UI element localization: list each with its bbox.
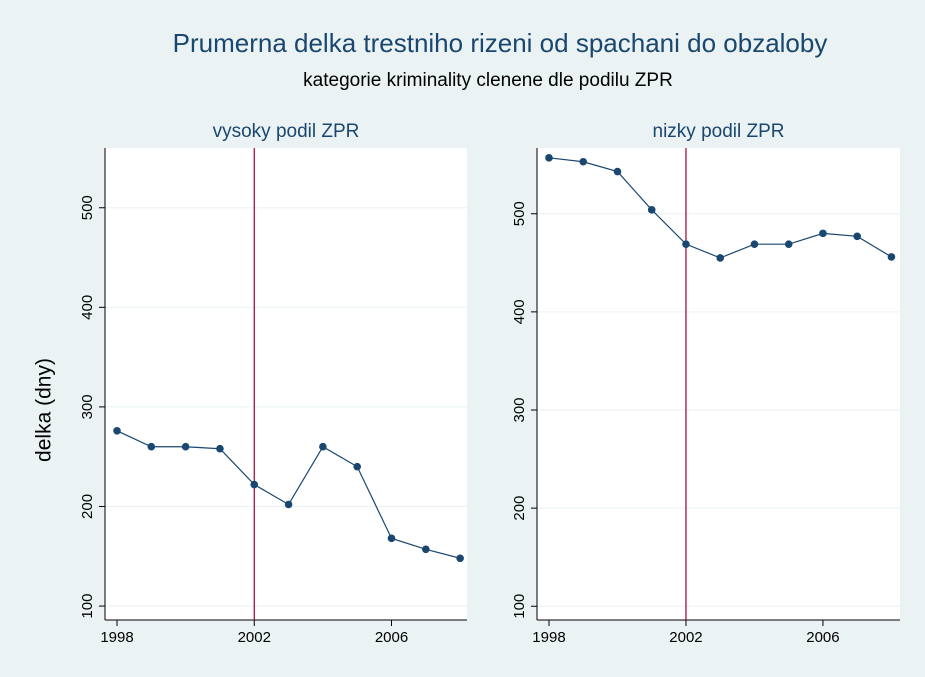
data-point [750, 240, 759, 248]
chart-subtitle: kategorie kriminality clenene dle podilu… [303, 70, 673, 91]
data-point [422, 545, 430, 554]
data-point [216, 444, 224, 453]
x-tick-label: 1998 [532, 629, 565, 646]
data-point [387, 534, 396, 543]
chart-title: Prumerna delka trestniho rizeni od spach… [173, 28, 828, 58]
data-point [456, 554, 464, 563]
x-tick-label: 2002 [669, 629, 702, 646]
data-point [545, 154, 553, 162]
plot-area [537, 148, 900, 620]
y-tick-label: 400 [511, 299, 528, 324]
data-point [250, 480, 259, 489]
data-point [579, 157, 588, 166]
data-point [784, 240, 793, 248]
y-tick-label: 500 [79, 195, 96, 220]
data-point [319, 442, 327, 451]
data-point [181, 442, 190, 451]
data-point [682, 240, 690, 248]
x-tick-label: 2002 [238, 629, 271, 646]
y-tick-label: 400 [79, 295, 96, 320]
data-point [284, 500, 293, 509]
y-tick-label: 100 [79, 594, 96, 619]
data-point [353, 462, 361, 471]
y-tick-label: 500 [511, 201, 528, 226]
y-tick-label: 200 [511, 496, 528, 521]
y-tick-label: 100 [511, 594, 528, 619]
data-point [613, 167, 622, 176]
x-tick-label: 1998 [100, 629, 133, 646]
y-tick-label: 300 [79, 394, 96, 419]
data-point [647, 206, 656, 214]
data-point [147, 442, 156, 451]
plot-area [105, 148, 467, 620]
y-axis-label: delka (dny) [33, 358, 56, 462]
data-point [113, 427, 121, 435]
x-tick-label: 2006 [375, 629, 408, 646]
x-tick-label: 2006 [806, 629, 839, 646]
data-point [716, 254, 725, 262]
panel-title: vysoky podil ZPR [213, 121, 360, 142]
y-tick-label: 300 [511, 397, 528, 422]
y-tick-label: 200 [79, 494, 96, 519]
data-point [819, 229, 827, 238]
data-point [887, 253, 896, 261]
data-point [853, 232, 861, 241]
panel-title: nizky podil ZPR [653, 121, 785, 142]
